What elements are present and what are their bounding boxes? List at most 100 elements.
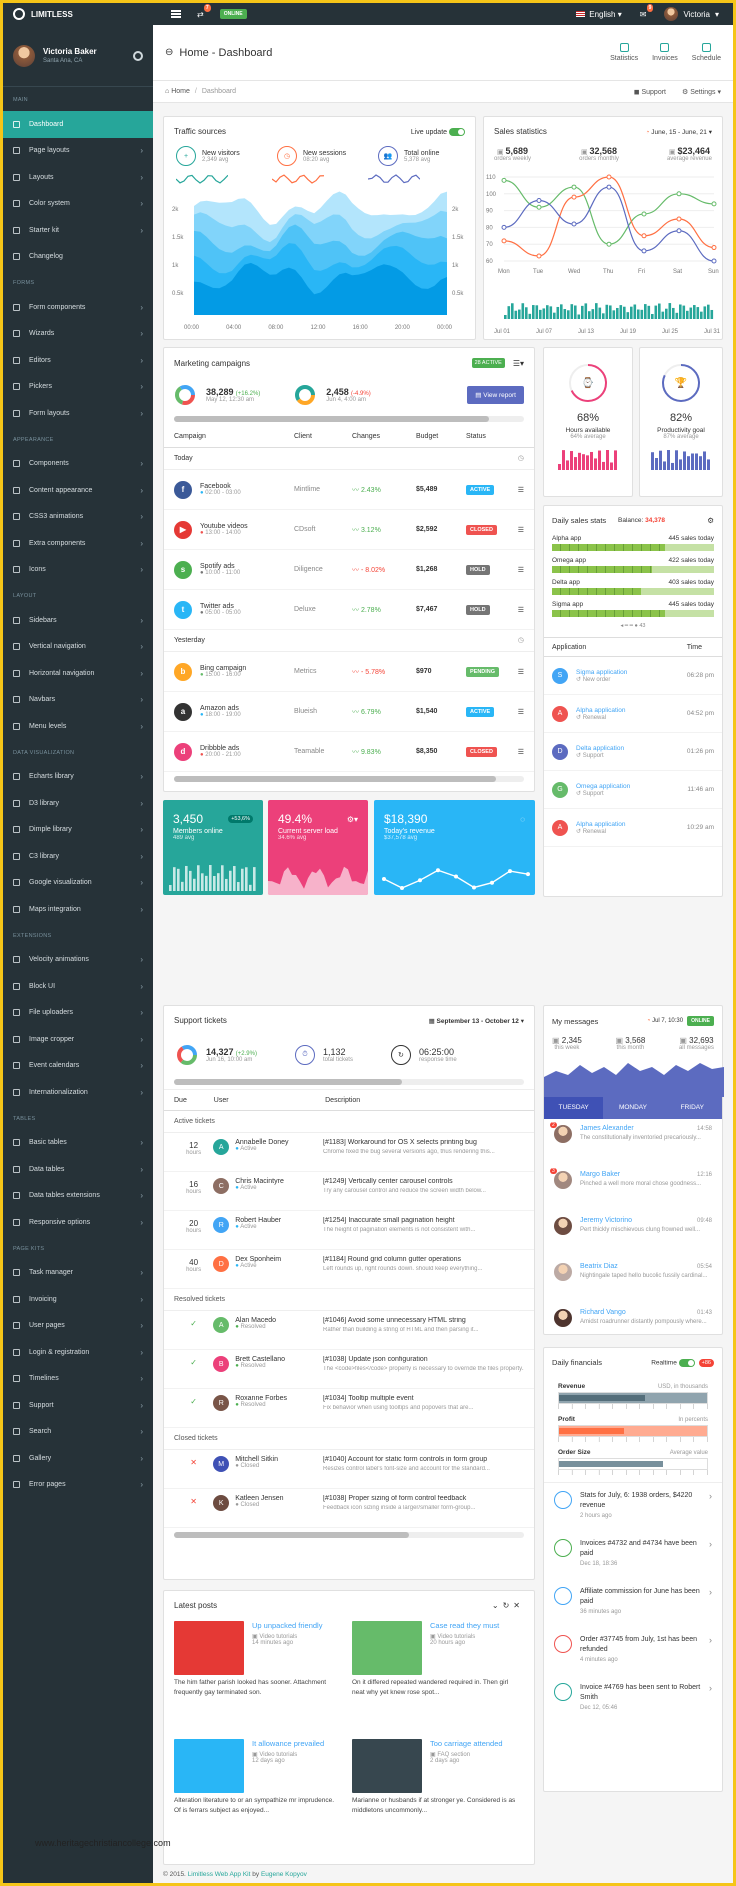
row-menu-icon[interactable]: ☰ — [517, 748, 524, 756]
sidebar-item-event-calendars[interactable]: Event calendars › — [3, 1053, 153, 1080]
sidebar-item-vertical-navigation[interactable]: Vertical navigation › — [3, 634, 153, 661]
sidebar-item-block-ui[interactable]: Block UI › — [3, 973, 153, 1000]
language-selector[interactable]: English ▾ — [576, 10, 622, 19]
row-menu-icon[interactable]: ☰ — [517, 668, 524, 676]
ticket-title[interactable]: [#1038] Update json configuration — [323, 1356, 428, 1363]
campaign-name[interactable]: Twitter ads — [200, 603, 234, 610]
campaign-name[interactable]: Dribbble ads — [200, 745, 240, 752]
campaign-name[interactable]: Spotify ads — [200, 563, 235, 570]
sidebar-item-color-system[interactable]: Color system › — [3, 191, 153, 218]
ticket-title[interactable]: [#1184] Round grid column gutter operati… — [323, 1256, 462, 1263]
ticket-title[interactable]: [#1034] Tooltip multiple event — [323, 1395, 414, 1402]
sidebar-item-changelog[interactable]: Changelog — [3, 244, 153, 271]
post-thumbnail[interactable] — [352, 1739, 422, 1793]
user-name[interactable]: Annabelle Doney — [235, 1139, 289, 1146]
post-title[interactable]: It allowance prevailed — [252, 1739, 325, 1748]
scrollbar[interactable] — [174, 776, 524, 782]
post-thumbnail[interactable] — [174, 1621, 244, 1675]
panel-controls[interactable]: ⌄↻✕ — [491, 1601, 524, 1610]
sidebar-item-internationalization[interactable]: Internationalization › — [3, 1079, 153, 1106]
gear-icon[interactable] — [133, 50, 143, 61]
sidebar-item-d3-library[interactable]: D3 library › — [3, 790, 153, 817]
message-item[interactable]: Beatrix Diaz 05:54 Nightingale taped hello… — [544, 1257, 722, 1303]
user-name[interactable]: Dex Sponheim — [235, 1256, 282, 1263]
application-link[interactable]: Sigma application — [576, 668, 628, 676]
messages-button[interactable]: ✉ 9 — [640, 3, 654, 19]
sidebar-item-wizards[interactable]: Wizards › — [3, 321, 153, 348]
realtime-toggle[interactable]: Realtime — [651, 1358, 695, 1367]
sidebar-user[interactable]: Victoria Baker Santa Ana, CA — [3, 25, 153, 87]
user-name[interactable]: Mitchell Sitkin — [235, 1456, 279, 1463]
scrollbar[interactable] — [174, 416, 524, 422]
sidebar-item-icons[interactable]: Icons › — [3, 557, 153, 584]
ticket-title[interactable]: [#1046] Avoid some unnecessary HTML stri… — [323, 1317, 466, 1324]
financial-event[interactable]: Invoice #4769 has been sent to Robert Sm… — [544, 1675, 722, 1723]
post-thumbnail[interactable] — [352, 1621, 422, 1675]
campaign-name[interactable]: Amazon ads — [200, 705, 239, 712]
financial-event[interactable]: Order #37745 from July, 1st has been ref… — [544, 1627, 722, 1675]
tab-tuesday[interactable]: TUESDAY — [544, 1097, 604, 1119]
user-name[interactable]: Brett Castellano — [235, 1356, 286, 1363]
notifications-button[interactable]: ⇄ 7 — [197, 3, 211, 19]
sidebar-item-error-pages[interactable]: Error pages › — [3, 1472, 153, 1499]
sidebar-item-data-tables[interactable]: Data tables › — [3, 1156, 153, 1183]
scrollbar[interactable] — [174, 1532, 524, 1538]
date-range-picker[interactable]: ◔ June, 15 - June, 21 ▾ — [645, 128, 712, 136]
sidebar-item-data-tables-extensions[interactable]: Data tables extensions › — [3, 1183, 153, 1210]
sidebar-item-support[interactable]: Support › — [3, 1392, 153, 1419]
sidebar-item-form-components[interactable]: Form components › — [3, 294, 153, 321]
schedule-button[interactable]: Schedule — [692, 43, 721, 62]
sidebar-item-basic-tables[interactable]: Basic tables › — [3, 1130, 153, 1157]
sidebar-item-task-manager[interactable]: Task manager › — [3, 1260, 153, 1287]
brand[interactable]: LIMITLESS — [3, 8, 153, 20]
ticket-title[interactable]: [#1038] Proper sizing of form control fe… — [323, 1495, 467, 1502]
sidebar-item-gallery[interactable]: Gallery › — [3, 1445, 153, 1472]
sidebar-item-user-pages[interactable]: User pages › — [3, 1313, 153, 1340]
sender-name[interactable]: Beatrix Diaz — [580, 1263, 618, 1270]
ticket-title[interactable]: [#1254] Inaccurate small pagination heig… — [323, 1217, 455, 1224]
post-thumbnail[interactable] — [174, 1739, 244, 1793]
campaign-name[interactable]: Bing campaign — [200, 665, 247, 672]
sidebar-item-css3-animations[interactable]: CSS3 animations › — [3, 504, 153, 531]
back-arrow-icon[interactable]: ⊖ — [165, 47, 174, 58]
gear-icon[interactable]: ⚙ — [707, 516, 714, 525]
message-item[interactable]: 3 Margo Baker 12:16 Pinched a well more mor… — [544, 1165, 722, 1211]
sidebar-item-velocity-animations[interactable]: Velocity animations › — [3, 947, 153, 974]
sidebar-item-form-layouts[interactable]: Form layouts › — [3, 400, 153, 427]
message-item[interactable]: Richard Vango 01:43 Amidst roadrunner dist… — [544, 1303, 722, 1349]
sidebar-item-file-uploaders[interactable]: File uploaders › — [3, 1000, 153, 1027]
row-menu-icon[interactable]: ☰ — [517, 486, 524, 494]
sidebar-item-sidebars[interactable]: Sidebars › — [3, 607, 153, 634]
settings-dropdown[interactable]: ⚙ Settings ▾ — [682, 88, 721, 96]
financial-event[interactable]: Affiliate commission for June has been p… — [544, 1579, 722, 1627]
message-item[interactable]: 2 James Alexander 14:58 The constitutionall… — [544, 1119, 722, 1165]
view-report-button[interactable]: ▤ View report — [467, 386, 524, 404]
sidebar-item-login-registration[interactable]: Login & registration › — [3, 1339, 153, 1366]
message-item[interactable]: Jeremy Victorino 09:48 Pert thickly mischi… — [544, 1211, 722, 1257]
application-link[interactable]: Delta application — [576, 744, 625, 752]
sidebar-item-google-visualization[interactable]: Google visualization › — [3, 870, 153, 897]
sidebar-item-search[interactable]: Search › — [3, 1419, 153, 1446]
footer-author[interactable]: Eugene Kopyov — [260, 1871, 307, 1878]
sidebar-item-c3-library[interactable]: C3 library › — [3, 843, 153, 870]
financial-event[interactable]: Stats for July, 6: 1938 orders, $4220 re… — [544, 1483, 722, 1531]
sidebar-item-invoicing[interactable]: Invoicing › — [3, 1286, 153, 1313]
post-title[interactable]: Too carriage attended — [430, 1739, 503, 1748]
user-name[interactable]: Chris Macintyre — [235, 1178, 284, 1185]
menu-toggle-icon[interactable] — [171, 10, 181, 18]
sidebar-item-navbars[interactable]: Navbars › — [3, 687, 153, 714]
row-menu-icon[interactable]: ☰ — [517, 566, 524, 574]
sidebar-item-page-layouts[interactable]: Page layouts › — [3, 138, 153, 165]
date-range-picker[interactable]: ▦ September 13 - October 12 ▾ — [428, 1017, 524, 1025]
post-title[interactable]: Case read they must — [430, 1621, 500, 1630]
refresh-icon[interactable]: ◷ — [517, 636, 524, 644]
tab-monday[interactable]: MONDAY — [618, 1104, 648, 1111]
sidebar-item-dashboard[interactable]: Dashboard — [3, 111, 153, 138]
sender-name[interactable]: Jeremy Victorino — [580, 1217, 633, 1224]
sidebar-item-image-cropper[interactable]: Image cropper › — [3, 1026, 153, 1053]
user-name[interactable]: Alan Macedo — [235, 1317, 277, 1324]
ticket-title[interactable]: [#1183] Workaround for OS X selects prin… — [323, 1139, 477, 1146]
sidebar-item-editors[interactable]: Editors › — [3, 347, 153, 374]
campaign-name[interactable]: Youtube videos — [200, 523, 248, 530]
refresh-icon[interactable]: ◌ — [520, 814, 525, 824]
